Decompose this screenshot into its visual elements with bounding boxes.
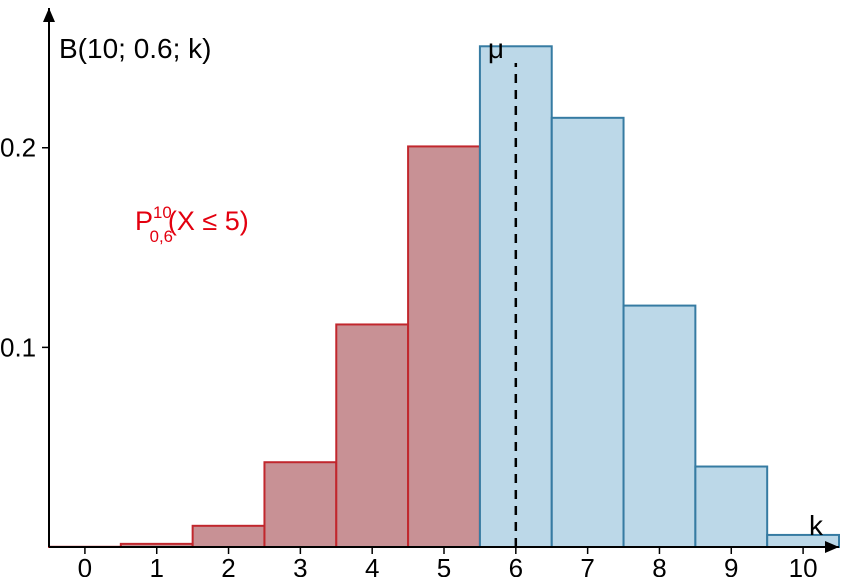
- mu-label: μ: [488, 33, 504, 64]
- x-tick-label: 10: [789, 553, 818, 577]
- x-tick-label: 4: [365, 553, 379, 577]
- y-tick-label: 0.2: [0, 133, 36, 163]
- y-axis-title: B(10; 0.6; k): [59, 33, 212, 64]
- bar-k3: [264, 462, 336, 547]
- bar-k2: [193, 526, 265, 547]
- x-tick-label: 8: [652, 553, 666, 577]
- x-tick-label: 2: [221, 553, 235, 577]
- bar-k6: [480, 46, 552, 547]
- x-tick-label: 7: [580, 553, 594, 577]
- bar-k4: [336, 324, 408, 547]
- bar-k8: [624, 306, 696, 547]
- bar-k7: [552, 118, 624, 547]
- x-tick-label: 3: [293, 553, 307, 577]
- bar-k5: [408, 146, 480, 547]
- x-tick-label: 5: [437, 553, 451, 577]
- bar-k9: [695, 467, 767, 547]
- x-tick-label: 0: [78, 553, 92, 577]
- x-axis-label: k: [809, 510, 824, 541]
- y-tick-label: 0.1: [0, 332, 36, 362]
- x-tick-label: 1: [149, 553, 163, 577]
- x-tick-label: 6: [509, 553, 523, 577]
- x-tick-label: 9: [724, 553, 738, 577]
